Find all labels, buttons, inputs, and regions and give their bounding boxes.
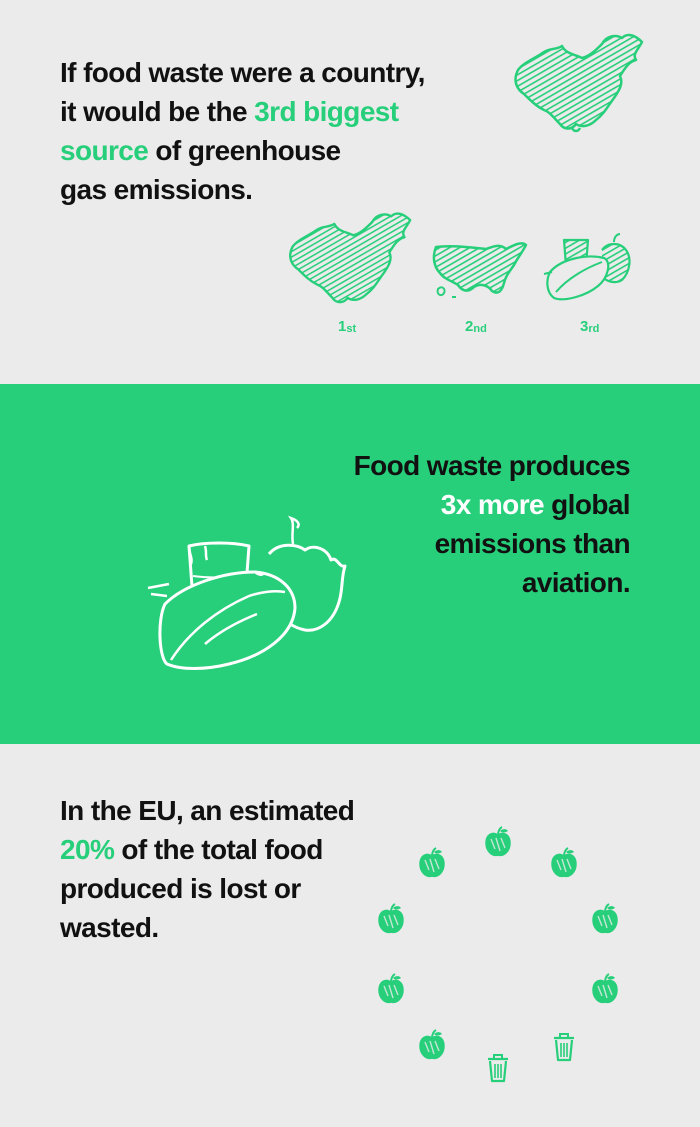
apple-icon <box>419 1028 445 1059</box>
trash-bin-icon <box>488 1054 508 1083</box>
headline-line: emissions than <box>434 528 631 559</box>
china-map-icon <box>514 33 644 133</box>
headline-line: produced is lost or <box>60 873 301 904</box>
section-eu-food-loss: In the EU, an estimated 20% of the total… <box>0 744 700 1127</box>
rank-suffix: nd <box>473 323 487 335</box>
headline-line: Food waste produces <box>353 450 631 481</box>
food-waste-icon <box>147 515 347 670</box>
apple-icon <box>419 847 445 878</box>
headline-highlight: 20% <box>60 834 115 865</box>
rank-3rd-label: 3rd <box>580 318 599 335</box>
china-map-icon <box>289 212 412 304</box>
trash-bin-icon <box>553 1032 574 1061</box>
section-country-comparison: If food waste were a country, it would b… <box>0 0 700 384</box>
headline-line: it would be the 3rd biggest <box>60 92 490 131</box>
apple-icon <box>551 847 577 878</box>
apple-icon <box>591 972 618 1003</box>
rank-number: 3 <box>580 318 589 335</box>
rank-suffix: rd <box>588 323 600 335</box>
headline-highlight: source <box>60 135 149 166</box>
rank-number: 1 <box>338 318 347 335</box>
section2-headline: Food waste produces 3x more global emiss… <box>300 446 631 602</box>
headline-text: of the total food <box>114 834 323 865</box>
headline-line: In the EU, an estimated <box>60 795 355 826</box>
headline-text: of greenhouse <box>148 135 341 166</box>
apple-icon <box>378 972 405 1003</box>
headline-line: 20% of the total food <box>60 830 420 869</box>
apple-icon <box>485 826 511 857</box>
headline-line: gas emissions. <box>60 174 253 205</box>
food-waste-icon <box>543 233 631 301</box>
usa-map-icon <box>432 242 528 298</box>
rank-suffix: st <box>346 323 357 335</box>
rank-2nd-label: 2nd <box>465 318 487 335</box>
rank-1st-label: 1st <box>338 318 356 335</box>
section-aviation-comparison: Food waste produces 3x more global emiss… <box>0 384 700 744</box>
headline-text: global <box>543 489 630 520</box>
headline-text: it would be the <box>60 96 255 127</box>
rank-number: 2 <box>465 318 474 335</box>
headline-highlight: 3rd biggest <box>254 96 399 127</box>
headline-line: aviation. <box>521 567 631 598</box>
headline-line: 3x more global <box>300 485 631 524</box>
headline-highlight: 3x more <box>440 489 545 520</box>
headline-line: source of greenhouse <box>60 131 490 170</box>
headline-line: wasted. <box>60 912 159 943</box>
section1-headline: If food waste were a country, it would b… <box>60 53 490 209</box>
apple-icon <box>591 903 618 934</box>
headline-line: If food waste were a country, <box>60 57 425 88</box>
section3-headline: In the EU, an estimated 20% of the total… <box>60 791 420 947</box>
apple-icon <box>378 903 405 934</box>
